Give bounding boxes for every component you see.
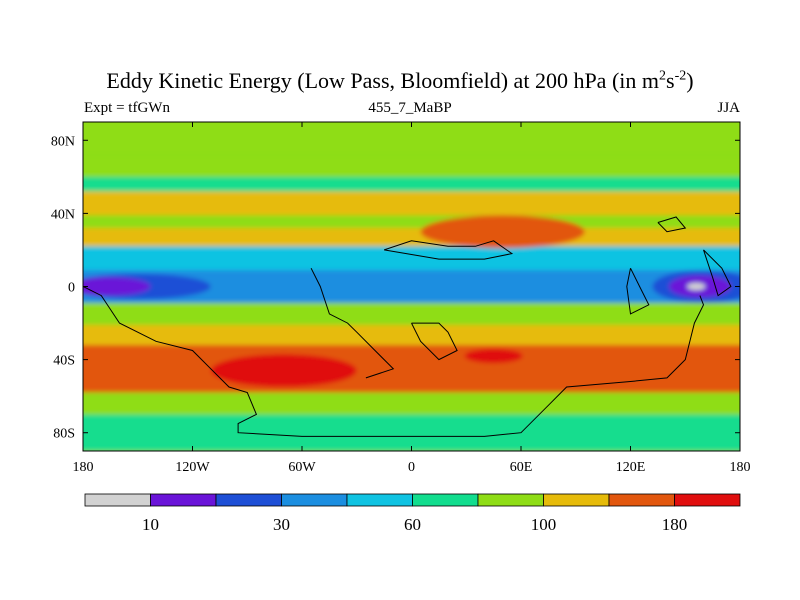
- field-band-18: [83, 414, 740, 451]
- x-tick-label-0: 180: [73, 460, 94, 475]
- land-outline-1: [310, 267, 395, 379]
- colorbar-box-4: [346, 493, 413, 507]
- colorbar-box-0: [84, 493, 151, 507]
- x-tick-label-5: 120E: [616, 460, 646, 475]
- x-tick-label-2: 60W: [288, 460, 316, 475]
- title-sup2: -2: [674, 68, 687, 84]
- field-band-4: [83, 246, 740, 272]
- x-tick-label-6: 180: [730, 460, 751, 475]
- x-tick-label-3: 0: [408, 460, 415, 475]
- field-blob-7: [83, 277, 151, 296]
- colorbar-box-3: [281, 493, 348, 507]
- colorbar-box-1: [150, 493, 217, 507]
- land-outline-layer: [83, 216, 732, 437]
- x-tick-label-1: 120W: [175, 460, 210, 475]
- field-band-3: [83, 154, 740, 177]
- land-outline-5: [626, 267, 650, 315]
- field-blob-15: [210, 354, 357, 388]
- subtitle-right: JJA: [717, 100, 740, 116]
- colorbar-box-6: [477, 493, 544, 507]
- colorbar-label-2: 60: [404, 515, 421, 534]
- colorbar-box-7: [543, 493, 610, 507]
- y-tick-label-2: 0: [68, 281, 75, 296]
- y-tick-label-4: 80S: [53, 427, 75, 442]
- field-layer: [83, 122, 740, 451]
- field-blob-10: [687, 282, 706, 291]
- colorbar-label-3: 100: [531, 515, 557, 534]
- y-tick-label-3: 40S: [53, 354, 75, 369]
- colorbar-label-0: 10: [142, 515, 159, 534]
- field-blob-16: [464, 348, 523, 364]
- colorbar-box-2: [215, 493, 282, 507]
- title-sup1: 2: [659, 68, 666, 84]
- land-outline-6: [703, 249, 732, 297]
- subtitle-center: 455_7_MaBP: [368, 100, 452, 116]
- chart-title: Eddy Kinetic Energy (Low Pass, Bloomfiel…: [0, 68, 800, 94]
- field-band-17: [83, 397, 740, 420]
- field-blob-12: [420, 215, 585, 249]
- title-end: ): [686, 68, 694, 93]
- colorbar-box-9: [674, 493, 741, 507]
- land-outline-0: [83, 286, 705, 437]
- field-band-14: [83, 344, 740, 393]
- colorbar: 10 30 60 100 180: [84, 493, 741, 534]
- colorbar-box-8: [608, 493, 675, 507]
- land-outline-2: [411, 322, 458, 361]
- title-mid: s: [666, 68, 675, 93]
- y-tick-label-1: 40N: [51, 207, 75, 222]
- x-tick-label-4: 60E: [510, 460, 533, 475]
- land-outline-3: [383, 240, 514, 260]
- subtitle-left: Expt = tfGWn: [84, 100, 170, 116]
- colorbar-box-5: [412, 493, 479, 507]
- colorbar-label-4: 180: [662, 515, 688, 534]
- axis-ticks: 180 120W 60W 0 60E 120E 180 80N 40N 0 40S 80S: [51, 122, 751, 475]
- y-tick-label-0: 80N: [51, 134, 75, 149]
- colorbar-label-1: 30: [273, 515, 290, 534]
- title-main: Eddy Kinetic Energy (Low Pass, Bloomfiel…: [106, 68, 659, 93]
- land-outline-4: [657, 216, 687, 233]
